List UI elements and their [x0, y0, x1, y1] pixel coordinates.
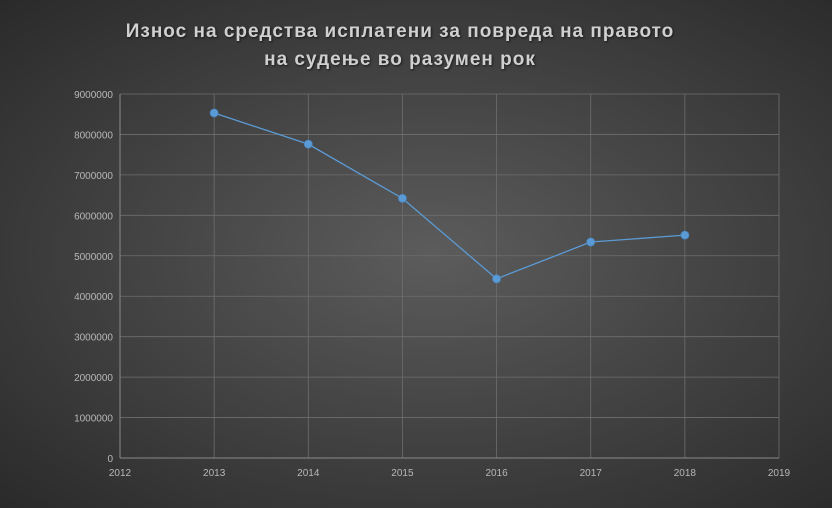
data-point: [209, 108, 219, 118]
chart-title-line-2: на судење во разумен рок: [264, 49, 536, 70]
y-tick-label: 8000000: [74, 130, 113, 141]
x-tick-label: 2019: [768, 468, 791, 479]
x-tick-label: 2018: [674, 468, 697, 479]
data-point: [680, 230, 690, 240]
chart-title: Износ на средства исплатени за повреда н…: [60, 18, 740, 74]
y-tick-label: 6000000: [74, 211, 113, 222]
data-point: [586, 237, 596, 247]
y-tick-label: 5000000: [74, 252, 113, 263]
y-tick-label: 3000000: [74, 333, 113, 344]
x-tick-label: 2014: [297, 468, 320, 479]
y-tick-label: 2000000: [74, 373, 113, 384]
data-point: [398, 193, 407, 203]
x-tick-label: 2012: [109, 468, 132, 479]
x-tick-label: 2017: [580, 468, 603, 479]
chart-title-line-1: Износ на средства исплатени за повреда н…: [125, 21, 675, 42]
y-tick-label: 7000000: [74, 171, 113, 182]
y-tick-label: 1000000: [74, 414, 113, 425]
y-tick-label: 4000000: [74, 292, 113, 303]
data-point: [492, 274, 501, 284]
data-point: [303, 139, 313, 149]
series-line: [213, 112, 685, 280]
x-tick-label: 2016: [485, 468, 508, 479]
y-tick-label: 0: [107, 454, 113, 465]
x-tick-label: 2013: [203, 468, 226, 479]
x-tick-label: 2015: [391, 468, 414, 479]
y-tick-label: 9000000: [74, 90, 113, 101]
